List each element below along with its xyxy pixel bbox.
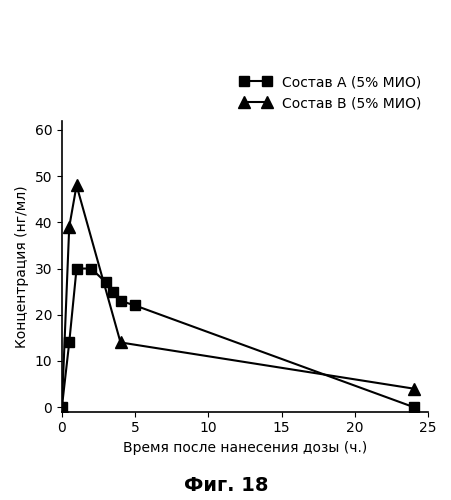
Text: Фиг. 18: Фиг. 18 (184, 476, 267, 495)
Состав В (5% МИО) (74, 182, 79, 188)
Состав А (5% МИО) (66, 340, 72, 345)
Состав А (5% МИО) (410, 404, 415, 410)
Состав А (5% МИО) (132, 302, 138, 308)
Состав В (5% МИО) (410, 386, 415, 392)
Состав А (5% МИО) (74, 266, 79, 272)
Состав В (5% МИО) (118, 340, 123, 345)
Состав А (5% МИО) (88, 266, 94, 272)
Y-axis label: Концентрация (нг/мл): Концентрация (нг/мл) (15, 185, 29, 348)
Состав А (5% МИО) (103, 280, 108, 285)
Legend: Состав А (5% МИО), Состав В (5% МИО): Состав А (5% МИО), Состав В (5% МИО) (240, 76, 420, 111)
Состав А (5% МИО) (110, 288, 115, 294)
Состав В (5% МИО) (66, 224, 72, 230)
X-axis label: Время после нанесения дозы (ч.): Время после нанесения дозы (ч.) (123, 441, 366, 455)
Состав В (5% МИО) (59, 404, 64, 410)
Line: Состав В (5% МИО): Состав В (5% МИО) (56, 180, 418, 412)
Состав А (5% МИО) (59, 404, 64, 410)
Line: Состав А (5% МИО): Состав А (5% МИО) (57, 264, 418, 412)
Состав А (5% МИО) (118, 298, 123, 304)
